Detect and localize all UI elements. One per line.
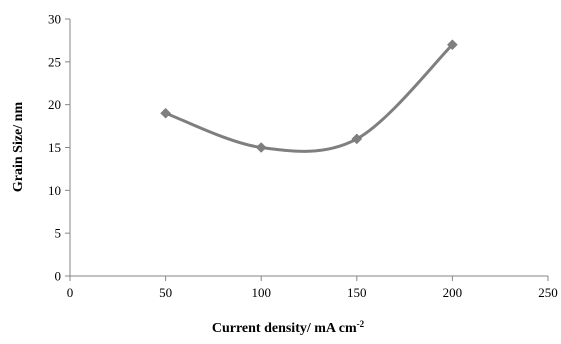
data-point-marker [255,142,267,153]
x-axis-title-superscript: -2 [357,319,365,329]
y-tick-label: 25 [48,54,61,69]
y-tick-label: 5 [55,226,62,241]
y-tick-label: 0 [55,269,62,284]
x-tick-label: 200 [443,285,463,300]
x-tick-label: 150 [347,285,367,300]
data-point-marker [351,133,363,145]
data-point-marker [160,107,171,119]
y-tick-label: 30 [48,12,61,27]
x-tick-label: 0 [67,285,74,300]
series-line [165,43,454,153]
x-axis-title: Current density/ mA cm-2 [212,319,365,336]
x-axis-title-text: Current density/ mA cm [212,321,357,336]
x-tick-label: 100 [251,285,271,300]
ticks: 0 5 10 15 20 25 30 0 50 100 150 200 250 [48,12,558,301]
axes [69,19,548,277]
x-tick-label: 250 [538,285,558,300]
y-tick-label: 10 [48,183,61,198]
y-tick-label: 20 [48,97,61,112]
series [160,39,458,153]
data-point-marker [447,39,458,51]
y-axis-title: Grain Size/ nm [11,102,26,193]
x-tick-label: 50 [159,285,172,300]
y-tick-label: 15 [48,140,61,155]
